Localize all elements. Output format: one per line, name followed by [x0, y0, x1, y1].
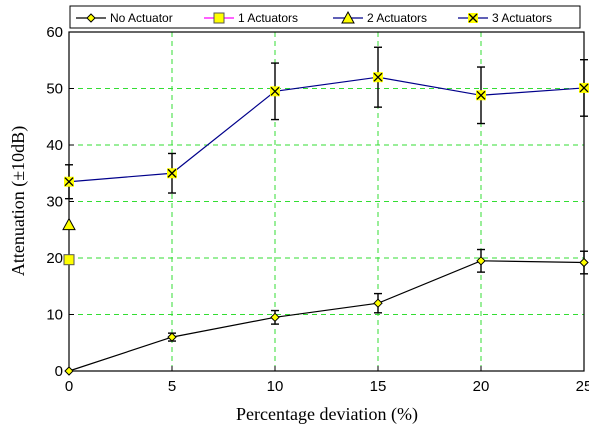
legend-label: 3 Actuators: [492, 11, 552, 25]
series-3-actuators: [64, 46, 589, 200]
y-tick-label: 60: [46, 24, 63, 41]
legend: No Actuator 1 Actuators 2 Actuators 3 Actua…: [69, 5, 581, 29]
data-point: [167, 332, 177, 342]
y-tick-label: 0: [55, 363, 63, 380]
x-tick-label: 20: [473, 378, 490, 395]
x-marker-stroke: [468, 13, 478, 23]
plot-frame: [68, 31, 585, 372]
data-point: [373, 72, 383, 83]
legend-marker: [341, 10, 355, 24]
grid-lines: [69, 32, 584, 371]
y-axis-label: Attenuation (±10dB): [8, 126, 29, 276]
x-marker-stroke: [270, 86, 280, 96]
data-point: [62, 217, 76, 231]
data-point: [270, 86, 280, 97]
x-marker-stroke: [167, 168, 177, 178]
y-tick-label: 50: [46, 81, 63, 98]
series-1-actuators: [63, 254, 75, 266]
legend-item: 3 Actuators: [458, 11, 552, 25]
legend-marker: [468, 13, 478, 23]
data-point: [64, 366, 74, 376]
legend-marker: [86, 13, 96, 23]
series-layer: [62, 46, 589, 376]
x-tick-label: 0: [65, 378, 73, 395]
axis-ticks: [68, 31, 585, 372]
x-tick-label: 5: [168, 378, 176, 395]
data-point: [167, 168, 177, 179]
x-tick-label: 10: [267, 378, 284, 395]
legend-item: No Actuator: [76, 11, 173, 25]
legend-marker: [213, 12, 225, 24]
x-axis-label: Percentage deviation (%): [236, 404, 418, 425]
y-tick-labels: 0 10 20 30 40 50 60: [46, 24, 63, 380]
data-point: [476, 90, 486, 101]
x-marker-stroke: [64, 177, 74, 187]
data-point: [64, 176, 74, 187]
legend-box: [69, 5, 581, 29]
legend-item: 2 Actuators: [333, 10, 427, 25]
legend-label: 2 Actuators: [367, 11, 427, 25]
legend-label: No Actuator: [110, 11, 173, 25]
y-tick-label: 20: [46, 250, 63, 267]
series-line: [68, 260, 585, 372]
x-tick-label: 25: [576, 378, 589, 395]
data-point: [476, 256, 486, 266]
x-tick-labels: 0 5 10 15 20 25: [65, 378, 589, 395]
data-point: [63, 254, 75, 266]
data-point: [270, 312, 280, 323]
data-point: [579, 82, 589, 93]
series-no-actuator: [64, 248, 589, 376]
x-tick-label: 15: [370, 378, 387, 395]
legend-label: 1 Actuators: [238, 11, 298, 25]
series-2-actuators: [62, 217, 76, 231]
data-point: [579, 257, 589, 268]
data-point: [373, 298, 383, 308]
legend-item: 1 Actuators: [204, 11, 298, 25]
x-marker-stroke: [579, 83, 589, 93]
y-tick-label: 10: [46, 307, 63, 324]
x-marker-stroke: [373, 72, 383, 82]
y-tick-label: 30: [46, 194, 63, 211]
x-marker-stroke: [476, 90, 486, 100]
series-line: [68, 76, 585, 183]
y-tick-label: 40: [46, 137, 63, 154]
